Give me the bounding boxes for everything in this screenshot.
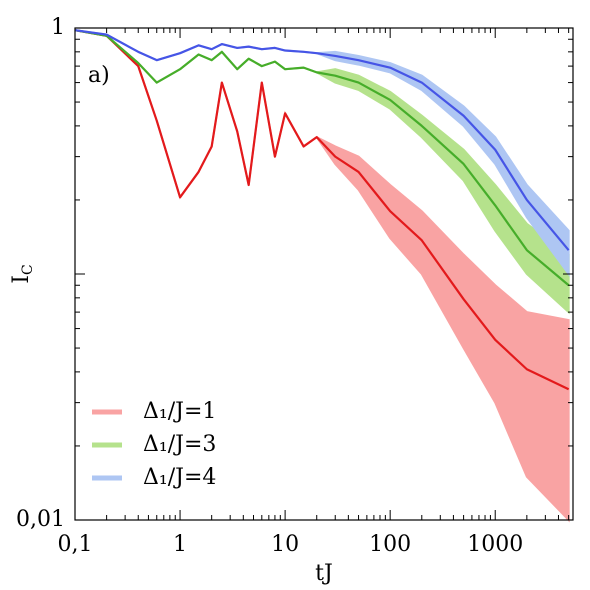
y-tick-label: 0,01 — [16, 507, 65, 532]
y-axis-label: IC — [9, 264, 36, 283]
band — [74, 29, 570, 278]
legend-label: Δ₁/J=3 — [143, 432, 216, 457]
y-axis-label-main: I — [9, 275, 34, 284]
x-axis-label: tJ — [315, 561, 333, 586]
x-tick-label: 1 — [173, 532, 187, 557]
series-line — [74, 29, 570, 251]
x-tick-label: 1000 — [467, 532, 523, 557]
legend-label: Δ₁/J=4 — [143, 465, 216, 490]
annotation: a) — [88, 63, 110, 88]
x-tick-label: 10 — [271, 532, 299, 557]
legend-label: Δ₁/J=1 — [143, 399, 216, 424]
y-axis-label-sub: C — [20, 264, 36, 275]
series-line — [74, 29, 570, 287]
series-line — [74, 29, 570, 391]
x-tick-label: 0,1 — [58, 532, 93, 557]
y-tick-label: 1 — [51, 15, 65, 40]
x-tick-label: 100 — [369, 532, 411, 557]
